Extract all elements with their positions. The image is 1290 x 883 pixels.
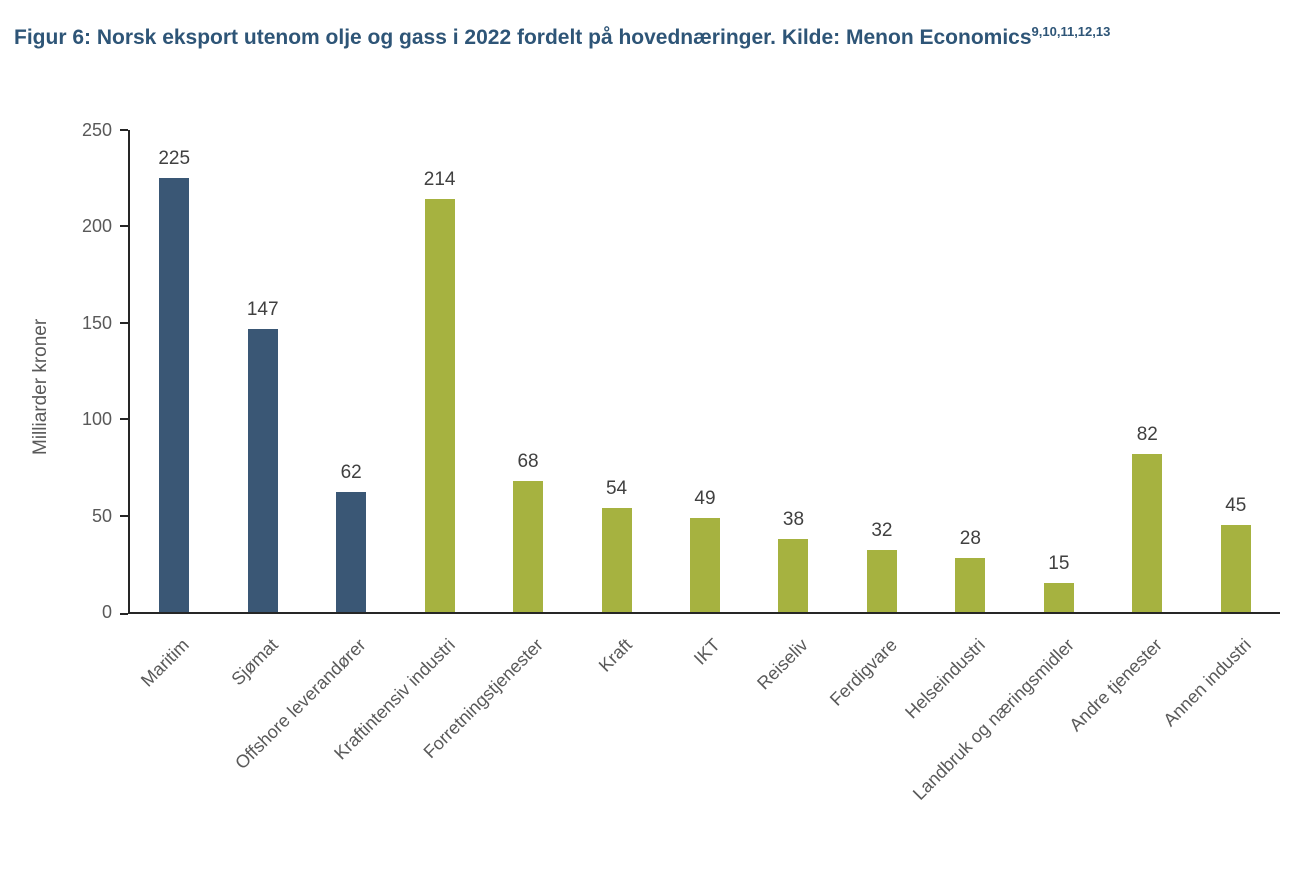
y-axis-tick [120,514,128,517]
bar-value-label: 32 [871,520,893,542]
x-axis-category-label: Andre tjenester [1065,634,1167,736]
figure-title-text: Figur 6: Norsk eksport utenom olje og ga… [14,26,1032,49]
bar [1043,583,1074,612]
x-axis-category-label: Landbruk og næringsmidler [908,634,1078,804]
bar [601,507,632,612]
bar [866,550,897,612]
x-axis-category-label: Sjømat [227,634,282,690]
bar-value-label: 82 [1136,423,1158,445]
bar-value-label: 49 [694,487,716,509]
y-axis-tick [120,225,128,228]
y-axis-tick [120,418,128,421]
bar [955,558,986,612]
x-axis-category-label: Helseindustri [901,634,990,723]
bar-value-label: 15 [1048,553,1070,575]
bar-value-label: 28 [959,528,981,550]
bar-value-label: 62 [340,462,362,484]
y-axis-tick-label: 200 [81,216,112,237]
y-axis-title: Milliarder kroner [30,318,51,455]
bar [336,492,367,612]
x-axis-category-label: Maritim [137,634,194,691]
bar-value-label: 38 [782,508,805,530]
x-axis-category-label: Kraft [594,634,636,676]
x-axis-category-label: Annen industri [1159,634,1255,731]
figure-title: Figur 6: Norsk eksport utenom olje og ga… [14,24,1110,50]
bar-value-label: 147 [246,298,279,320]
bar [513,480,544,612]
x-axis-category-label: Reiseliv [753,634,813,694]
bar-value-label: 225 [158,148,191,170]
x-axis-category-label: Ferdigvare [825,634,901,710]
y-axis-tick-label: 250 [81,120,112,140]
bar [159,178,190,612]
y-axis-tick [120,613,128,615]
y-axis-tick-label: 150 [81,312,112,333]
bar [247,328,278,612]
bar [424,199,455,612]
y-axis-line [128,130,130,614]
y-axis-tick-label: 100 [81,409,112,430]
bar [1132,453,1163,612]
x-axis-category-label: IKT [689,634,724,669]
figure-title-superscript: 9,10,11,12,13 [1031,24,1111,39]
bar [690,517,720,612]
y-axis-tick [120,129,128,131]
bar-value-label: 45 [1225,495,1247,517]
bar [1220,525,1251,612]
bar-value-label: 68 [517,450,539,472]
y-axis-tick-label: 50 [91,505,112,526]
bar-value-label: 214 [423,169,456,191]
bar-value-label: 54 [605,477,628,499]
y-axis-tick [120,321,128,324]
bar [778,538,809,612]
x-axis-line [128,612,1280,614]
y-axis-tick-label: 0 [101,602,112,622]
